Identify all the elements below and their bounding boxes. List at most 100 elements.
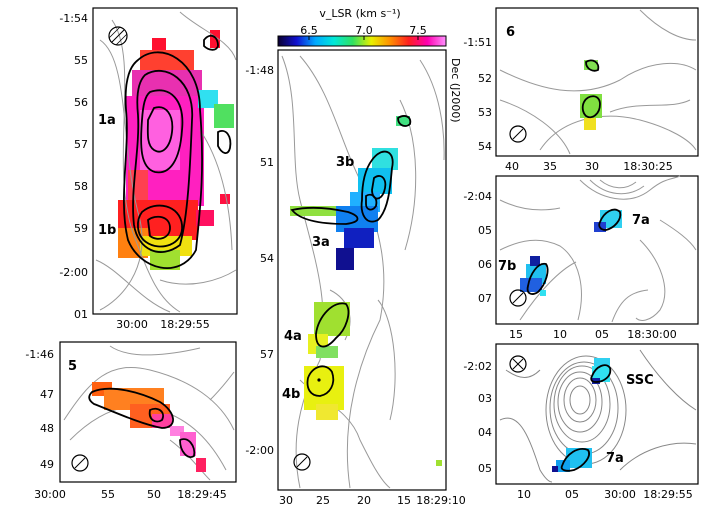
panel-3-4-xticks: 30 25 20 15 18:29:10 [279, 494, 466, 507]
panel-3-4-pixels [290, 116, 442, 466]
panel-3-4-ytick: 54 [260, 252, 274, 265]
panel-7: 7a 7b -2:04 05 06 07 15 10 05 18:30:00 [463, 175, 699, 341]
panel-ssc-label-7a: 7a [606, 451, 624, 466]
panel-6: 6 -1:51 52 53 54 40 35 30 18:30:25 [463, 7, 699, 173]
panel-3-4-label-4b: 4b [282, 387, 300, 402]
panel-6-ytick: 53 [478, 106, 492, 119]
colorbar-tick: 7.5 [409, 24, 427, 37]
panel-3-4-yticks: -1:48 51 54 57 -2:00 [245, 64, 274, 457]
panel-1-black-contours [123, 34, 232, 269]
colorbar-bar [277, 35, 447, 47]
panel-3-4-ytick: 51 [260, 156, 274, 169]
panel-ssc-label-ssc: SSC [626, 373, 654, 388]
panel-6-ytick: 52 [478, 72, 492, 85]
panel-3-4-ytick: -2:00 [245, 444, 274, 457]
panel-3-4-xtick: 25 [316, 494, 330, 507]
panel-3-4-xtick: 30 [279, 494, 293, 507]
panel-5-label: 5 [68, 359, 77, 374]
panel-1-label-1a: 1a [98, 113, 116, 128]
panel-5: 5 -1:46 47 48 49 30:00 55 50 18:29:45 [25, 341, 237, 501]
panel-1-ytick: 57 [74, 138, 88, 151]
colorbar-tick: 6.5 [300, 24, 318, 37]
panel-5-xtick: 50 [147, 488, 161, 501]
panel-5-xtick: 18:29:45 [177, 488, 226, 501]
panel-1-xtick: 30:00 [116, 318, 148, 331]
panel-1-yticks: -1:54 55 56 57 58 59 -2:00 01 [59, 12, 88, 321]
panel-3-4: 3b 3a 4a 4b -1:48 51 54 57 -2:00 30 25 2… [245, 49, 466, 507]
panel-5-ytick: 47 [40, 388, 54, 401]
panel-3-4-ytick: 57 [260, 348, 274, 361]
panel-7-ytick: 06 [478, 258, 492, 271]
panel-5-xtick: 30:00 [34, 488, 66, 501]
panel-5-yticks: -1:46 47 48 49 [25, 348, 54, 471]
panel-5-xticks: 30:00 55 50 18:29:45 [34, 488, 227, 501]
panel-7-ytick: -2:04 [463, 190, 492, 203]
panel-5-ytick: 49 [40, 458, 54, 471]
panel-ssc-black-contours [560, 364, 612, 472]
panel-3-4-beam [293, 453, 311, 471]
panel-5-ytick: 48 [40, 422, 54, 435]
panel-1-ytick: 58 [74, 180, 88, 193]
panel-7-black-contours [526, 208, 622, 295]
panel-1-xticks: 30:00 18:29:55 [116, 318, 210, 331]
panel-1-beam [108, 26, 128, 46]
colorbar-label: v_LSR (km s⁻¹) [319, 7, 400, 20]
dec-axis-label: Dec (J2000) [449, 58, 462, 123]
panel-ssc-xticks: 10 05 30:00 18:29:55 [517, 488, 693, 501]
panel-1-ytick: 55 [74, 54, 88, 67]
panel-7-label-7b: 7b [498, 259, 516, 274]
panel-ssc-ytick: 03 [478, 392, 492, 405]
panel-7-beam [509, 289, 527, 307]
panel-6-gray-contours [499, 9, 697, 155]
panel-7-ytick: 07 [478, 292, 492, 305]
panel-1-ytick: -2:00 [59, 266, 88, 279]
panel-1-ytick: -1:54 [59, 12, 88, 25]
panel-7-xtick: 10 [553, 328, 567, 341]
panel-1-ytick: 01 [74, 308, 88, 321]
panel-5-ytick: -1:46 [25, 348, 54, 361]
panel-5-black-contours [88, 387, 196, 458]
panel-ssc: SSC 7a -2:02 03 04 05 10 05 30:00 18:29:… [463, 343, 699, 501]
panel-3-4-black-contours [290, 115, 412, 397]
panel-7-xtick: 05 [595, 328, 609, 341]
panel-6-xtick: 18:30:25 [623, 160, 672, 173]
panel-ssc-xtick: 18:29:55 [643, 488, 692, 501]
colorbar-tick: 7.0 [355, 24, 373, 37]
panel-7-xtick: 18:30:00 [627, 328, 676, 341]
panel-5-xtick: 55 [101, 488, 115, 501]
panel-6-xtick: 40 [505, 160, 519, 173]
panel-6-beam [509, 125, 527, 143]
panel-6-ytick: -1:51 [463, 36, 492, 49]
panel-7-yticks: -2:04 05 06 07 [463, 190, 492, 305]
panel-7-xticks: 15 10 05 18:30:00 [509, 328, 677, 341]
panel-ssc-ytick: 04 [478, 426, 492, 439]
panel-1-ytick: 59 [74, 222, 88, 235]
panel-ssc-ytick: -2:02 [463, 360, 492, 373]
panel-3-4-label-3b: 3b [336, 155, 354, 170]
panel-3-4-xtick: 20 [357, 494, 371, 507]
panel-7-xtick: 15 [509, 328, 523, 341]
panel-3-4-xtick: 18:29:10 [416, 494, 465, 507]
panel-6-black-contours [581, 59, 601, 119]
panel-6-xtick: 30 [585, 160, 599, 173]
panel-6-ytick: 54 [478, 140, 492, 153]
panel-6-label: 6 [506, 25, 515, 40]
panel-3-4-ytick: -1:48 [245, 64, 274, 77]
panel-6-xtick: 35 [543, 160, 557, 173]
panel-3-4-label-4a: 4a [284, 329, 302, 344]
panel-7-gray-contours [499, 175, 697, 323]
panel-3-4-marker [317, 378, 321, 382]
panel-1-label-1b: 1b [98, 223, 116, 238]
panel-ssc-xtick: 30:00 [604, 488, 636, 501]
panel-6-yticks: -1:51 52 53 54 [463, 36, 492, 153]
panel-3-4-label-3a: 3a [312, 235, 330, 250]
panel-ssc-xtick: 10 [517, 488, 531, 501]
panel-ssc-xtick: 05 [565, 488, 579, 501]
panel-6-xticks: 40 35 30 18:30:25 [505, 160, 673, 173]
panel-7-label-7a: 7a [632, 213, 650, 228]
panel-1-xtick: 18:29:55 [160, 318, 209, 331]
panel-ssc-beam [509, 355, 527, 373]
panel-7-ytick: 05 [478, 224, 492, 237]
panel-1-ytick: 56 [74, 96, 88, 109]
